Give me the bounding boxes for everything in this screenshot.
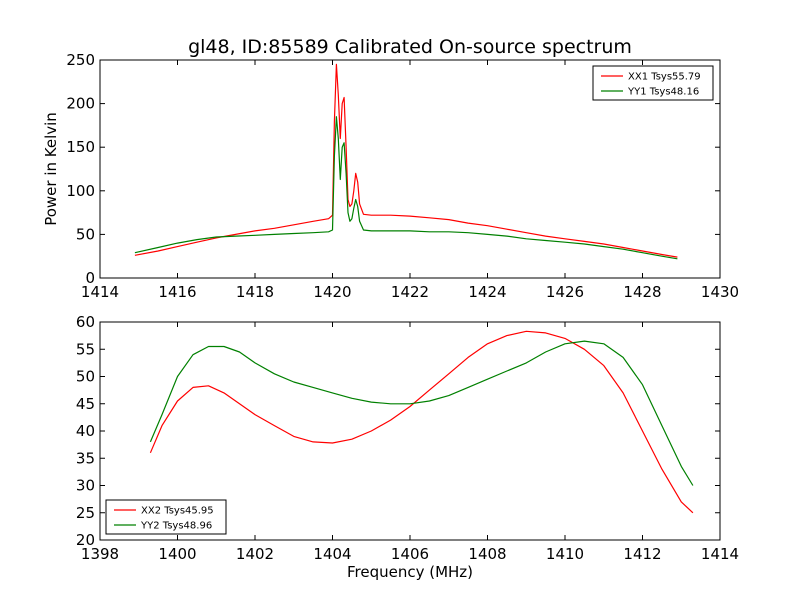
chart-title: gl48, ID:85589 Calibrated On-source spec…	[188, 36, 632, 58]
x-tick-label: 1408	[468, 545, 506, 563]
legend-label: YY1 Tsys48.16	[627, 87, 699, 98]
x-tick-label: 1428	[623, 283, 661, 301]
x-tick-label: 1414	[701, 545, 739, 563]
legend-box	[105, 499, 227, 535]
y-tick-label: 30	[76, 477, 95, 495]
legend-box	[592, 65, 714, 101]
x-tick-label: 1424	[468, 283, 506, 301]
y-tick-label: 200	[66, 95, 95, 113]
y-tick-label: 50	[76, 225, 95, 243]
legend-label: YY2 Tsys48.96	[140, 521, 212, 532]
y-tick-label: 50	[76, 368, 95, 386]
x-tick-label: 1422	[391, 283, 429, 301]
y-tick-label: 150	[66, 138, 95, 156]
x-tick-label: 1426	[546, 283, 584, 301]
x-tick-label: 1418	[236, 283, 274, 301]
legend-label: XX1 Tsys55.79	[628, 72, 701, 83]
x-tick-label: 1412	[623, 545, 661, 563]
legend-label: XX2 Tsys45.95	[141, 506, 214, 517]
y-axis-label: Power in Kelvin	[42, 112, 60, 226]
y-tick-label: 35	[76, 449, 95, 467]
x-axis-label: Frequency (MHz)	[347, 563, 473, 581]
axes-bottom: 1398 1400 1402 1404 1406 1408 1410 1412 1414 20 25…	[76, 313, 739, 563]
legend: XX1 Tsys55.79 YY1 Tsys48.16	[592, 65, 714, 101]
x-tick-label: 1416	[158, 283, 196, 301]
x-tick-label: 1410	[546, 545, 584, 563]
y-tick-label: 25	[76, 504, 95, 522]
axes-top: 1414 1416 1418 1420 1422 1424 1426 1428 1430 0 50 1…	[66, 51, 739, 301]
series-line-2	[134, 116, 678, 260]
y-tick-label: 60	[76, 313, 95, 331]
x-tick-label: 1406	[391, 545, 429, 563]
x-tick-label: 1414	[81, 283, 119, 301]
series-line-1	[149, 330, 694, 514]
x-tick-label: 1398	[81, 545, 119, 563]
x-tick-label: 1420	[313, 283, 351, 301]
x-tick-label: 1404	[313, 545, 351, 563]
y-tick-label: 100	[66, 182, 95, 200]
x-tick-label: 1430	[701, 283, 739, 301]
x-tick-label: 1402	[236, 545, 274, 563]
x-tick-label: 1400	[158, 545, 196, 563]
y-tick-label: 0	[85, 269, 95, 287]
y-tick-label: 20	[76, 531, 95, 549]
y-tick-label: 250	[66, 51, 95, 69]
series-line-1	[134, 63, 678, 258]
y-tick-label: 55	[76, 340, 95, 358]
series-line-2	[149, 340, 694, 486]
y-tick-label: 45	[76, 395, 95, 413]
y-tick-label: 40	[76, 422, 95, 440]
legend: XX2 Tsys45.95 YY2 Tsys48.96	[105, 499, 227, 535]
